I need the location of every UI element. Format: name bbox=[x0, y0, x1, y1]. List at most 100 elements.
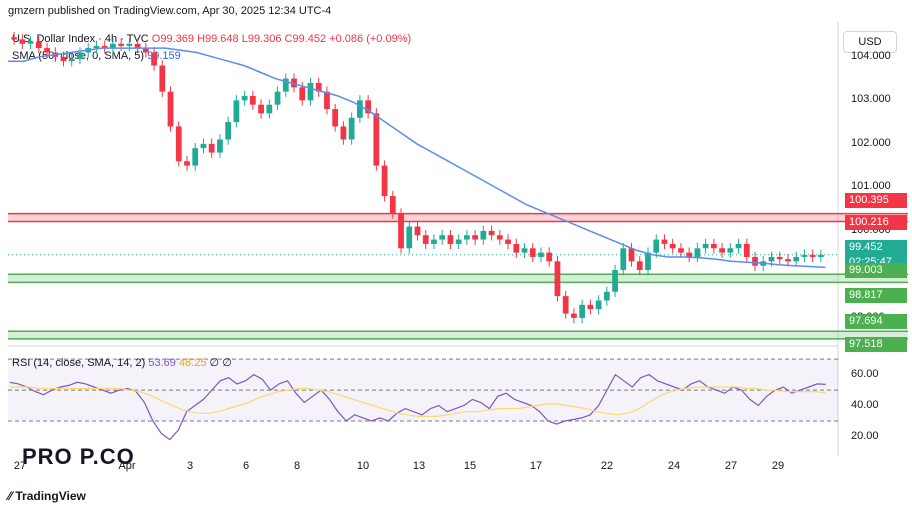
tradingview-footer[interactable]: ⁄⁄ TradingView bbox=[8, 489, 86, 503]
price-badge-support-top: 99.003 bbox=[845, 263, 907, 279]
candle-body bbox=[307, 82, 314, 101]
candle-body bbox=[727, 248, 734, 253]
date-tick-label: 24 bbox=[667, 460, 681, 472]
candle-body bbox=[373, 113, 380, 166]
candle-body bbox=[225, 122, 232, 140]
candle-body bbox=[68, 58, 75, 62]
candle-body bbox=[743, 243, 750, 257]
candle-body bbox=[241, 95, 248, 101]
candle-body bbox=[258, 104, 264, 114]
candle-body bbox=[175, 126, 182, 162]
candle-body bbox=[398, 213, 404, 249]
candle-body bbox=[579, 304, 586, 318]
candle-body bbox=[595, 300, 602, 310]
candle-body bbox=[719, 248, 725, 253]
candle-body bbox=[332, 109, 339, 127]
zone-resistance bbox=[8, 213, 908, 222]
candle-body bbox=[184, 161, 190, 166]
candle-body bbox=[653, 239, 660, 253]
candle-body bbox=[455, 239, 462, 244]
candle-body bbox=[44, 48, 50, 53]
candle-body bbox=[101, 45, 108, 49]
legend-close: C99.452 bbox=[284, 33, 327, 45]
rsi-line bbox=[9, 373, 826, 441]
date-tick-label: 22 bbox=[600, 460, 614, 472]
candle-body bbox=[27, 41, 34, 44]
date-tick-label: 10 bbox=[356, 460, 370, 472]
candle-body bbox=[126, 43, 133, 46]
publisher-line: gmzern published on TradingView.com, Apr… bbox=[8, 5, 332, 17]
candle-body bbox=[562, 296, 569, 314]
candle-body bbox=[439, 235, 446, 240]
date-tick-label: 13 bbox=[412, 460, 426, 472]
legend-change: +0.086 (+0.09%) bbox=[329, 33, 412, 45]
candle-body bbox=[60, 56, 67, 62]
tradingview-logo-icon: ⁄⁄ bbox=[8, 489, 13, 503]
legend-low: L99.306 bbox=[241, 33, 282, 45]
candle-body bbox=[661, 239, 668, 244]
candle-body bbox=[274, 91, 281, 105]
candle-body bbox=[636, 261, 643, 271]
candle-body bbox=[422, 235, 429, 244]
candle-body bbox=[801, 254, 808, 257]
candle-body bbox=[315, 82, 322, 92]
currency-button[interactable]: USD bbox=[843, 31, 897, 53]
candle-body bbox=[19, 39, 26, 44]
date-tick-label: 15 bbox=[463, 460, 477, 472]
rsi-label: RSI (14, close, SMA, 14, 2) bbox=[12, 357, 146, 369]
date-tick-label: 3 bbox=[186, 460, 194, 472]
date-tick-label: 17 bbox=[529, 460, 543, 472]
rsi-extra-1: ∅ bbox=[209, 357, 220, 369]
candle-body bbox=[324, 91, 330, 110]
candle-body bbox=[406, 226, 413, 249]
rsi-sma-line bbox=[10, 386, 826, 417]
rsi-sma-value: 48.25 bbox=[178, 357, 207, 369]
date-tick-label: Apr bbox=[118, 460, 136, 472]
candle-body bbox=[538, 252, 544, 257]
candle-body bbox=[447, 235, 454, 244]
rsi-tick-label: 40.00 bbox=[851, 398, 879, 411]
rsi-extra-2: ∅ bbox=[222, 357, 232, 369]
candle-body bbox=[134, 43, 141, 49]
rsi-legend[interactable]: RSI (14, close, SMA, 14, 2) 53.69 48.25 … bbox=[12, 356, 232, 369]
price-badge-current: 99.452 bbox=[845, 239, 907, 255]
price-tick-label: 103.000 bbox=[851, 93, 891, 106]
price-badge-lower-top: 97.694 bbox=[845, 314, 907, 330]
candle-body bbox=[266, 104, 273, 114]
candle-body bbox=[217, 139, 223, 153]
candle-body bbox=[505, 239, 511, 244]
symbol-legend[interactable]: U.S. Dollar Index · 4h · TVC O99.369 H99… bbox=[12, 33, 411, 45]
candle-body bbox=[521, 248, 528, 253]
candle-body bbox=[340, 126, 347, 140]
price-tick-label: 102.000 bbox=[851, 136, 891, 149]
candle-body bbox=[381, 165, 388, 197]
candle-body bbox=[192, 148, 199, 166]
zone-support bbox=[8, 274, 908, 283]
price-badge-resistance-top: 100.395 bbox=[845, 192, 907, 208]
candle-body bbox=[603, 291, 610, 301]
candle-body bbox=[365, 100, 371, 114]
tradingview-footer-text: TradingView bbox=[15, 489, 86, 503]
rsi-tick-label: 20.00 bbox=[851, 429, 879, 442]
date-tick-label: 29 bbox=[771, 460, 785, 472]
candle-body bbox=[348, 117, 355, 140]
price-badge-resistance-bottom: 100.216 bbox=[845, 215, 907, 231]
candle-body bbox=[77, 52, 83, 59]
candle-body bbox=[464, 235, 470, 240]
sma-line bbox=[8, 47, 826, 269]
candle-body bbox=[208, 143, 215, 153]
candle-body bbox=[818, 254, 824, 257]
price-tick-label: 101.000 bbox=[851, 180, 891, 193]
candle-body bbox=[620, 248, 627, 271]
rsi-tick-label: 60.00 bbox=[851, 367, 879, 380]
candle-body bbox=[35, 41, 42, 49]
legend-high: H99.648 bbox=[197, 33, 239, 45]
legend-open: O99.369 bbox=[151, 33, 194, 45]
candle-body bbox=[118, 43, 125, 46]
candle-body bbox=[480, 230, 487, 240]
date-tick-label: 8 bbox=[293, 460, 301, 472]
candle-body bbox=[200, 143, 207, 149]
watermark-logo: PRO P.CO bbox=[22, 444, 135, 469]
candle-body bbox=[151, 52, 157, 66]
